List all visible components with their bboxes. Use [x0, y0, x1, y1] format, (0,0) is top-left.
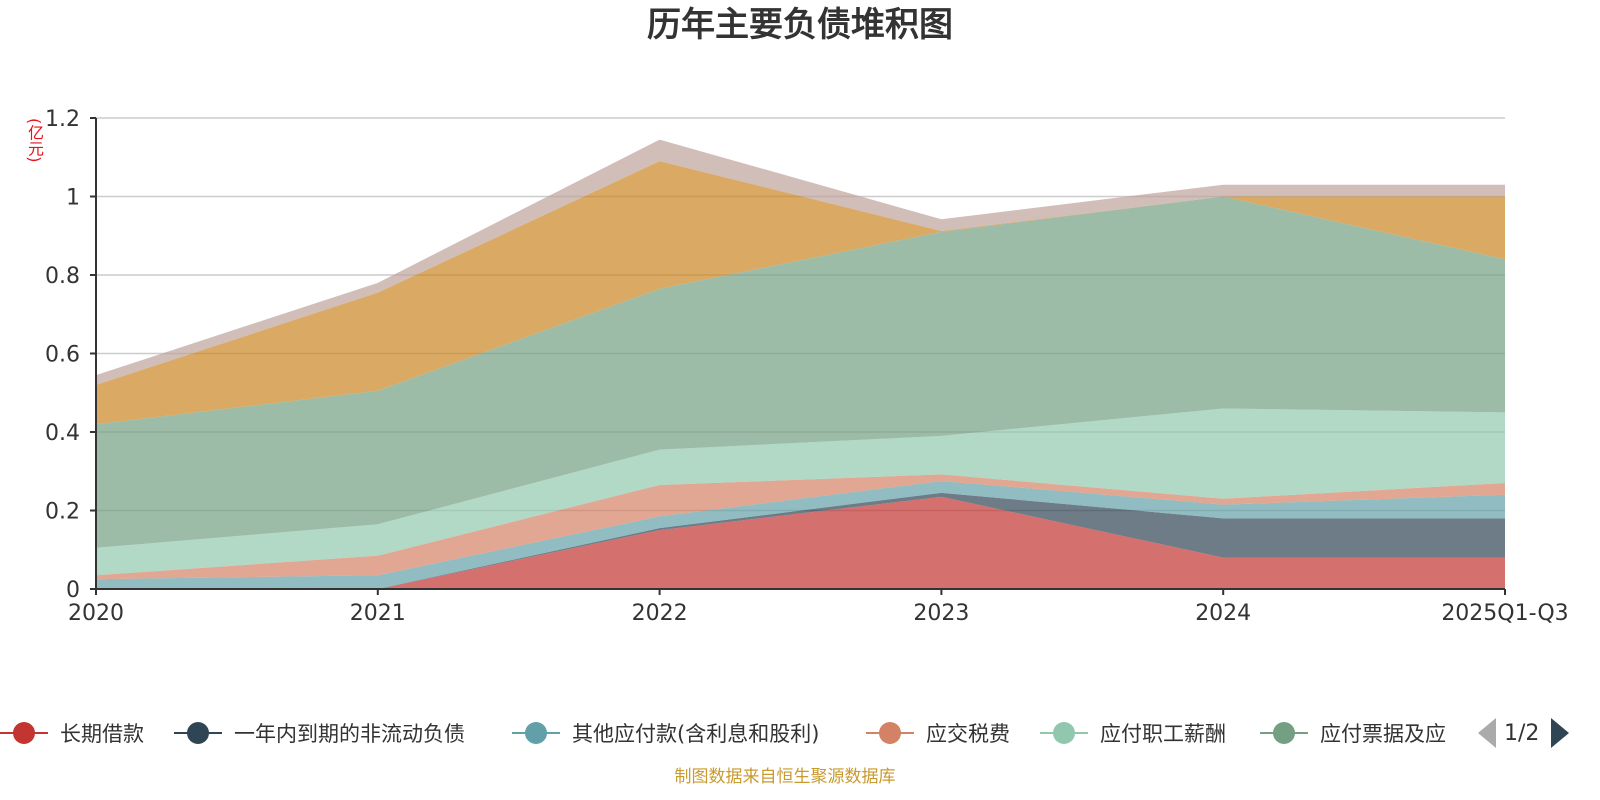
x-tick-label-4: 2024 — [1195, 601, 1251, 626]
legend-prev-page-icon[interactable] — [1478, 718, 1496, 748]
area-series-4[interactable] — [96, 408, 1505, 576]
y-axis-unit-label: (亿元) — [25, 118, 44, 163]
y-tick-label-1: 0.2 — [45, 500, 80, 525]
legend-marker-icon — [174, 718, 222, 748]
legend-label: 一年内到期的非流动负债 — [234, 722, 465, 746]
y-tick-label-3: 0.6 — [45, 343, 80, 368]
x-tick-label-2: 2022 — [632, 601, 688, 626]
area-series — [96, 139, 1505, 589]
x-tick-label-3: 2023 — [913, 601, 969, 626]
area-series-1[interactable] — [96, 492, 1505, 589]
area-series-6[interactable] — [96, 161, 1505, 425]
legend-item-0[interactable]: 长期借款 — [0, 718, 144, 748]
y-tick-label-0: 0 — [66, 578, 80, 603]
legend-marker-icon — [0, 718, 48, 748]
x-tick-label-1: 2021 — [350, 601, 406, 626]
legend-item-3[interactable]: 应交税费 — [866, 718, 1010, 748]
legend-item-5[interactable]: 应付票据及应 — [1260, 718, 1446, 748]
area-series-3[interactable] — [96, 474, 1505, 580]
legend-label: 其他应付款(含利息和股利) — [572, 722, 820, 746]
x-tick-label-5: 2025Q1-Q3 — [1441, 601, 1568, 626]
legend-marker-icon — [866, 718, 914, 748]
area-series-7[interactable] — [96, 139, 1505, 385]
chart-title: 历年主要负债堆积图 — [647, 5, 953, 45]
area-series-2[interactable] — [96, 481, 1505, 589]
legend-marker-icon — [1040, 718, 1088, 748]
legend-label: 应交税费 — [926, 722, 1010, 746]
y-tick-label-6: 1.2 — [45, 107, 80, 132]
y-tick-label-4: 0.8 — [45, 264, 80, 289]
legend-label: 长期借款 — [60, 722, 144, 746]
legend-item-1[interactable]: 一年内到期的非流动负债 — [174, 718, 465, 748]
legend-pager: 1/2 — [1478, 718, 1570, 748]
stacked-area-chart: 0 0.2 0.4 0.6 0.8 1 1.2 2020 2021 2022 2023 2024 202… — [45, 107, 1569, 626]
legend-next-page-icon[interactable] — [1551, 718, 1570, 748]
legend-marker-icon — [1260, 718, 1308, 748]
legend: 长期借款 一年内到期的非流动负债 其他应付款(含利息和股利) 应交税费 应付职工薪酬 应付… — [0, 714, 1600, 754]
data-source-note: 制图数据来自恒生聚源数据库 — [674, 767, 896, 787]
legend-page-indicator: 1/2 — [1504, 720, 1540, 746]
y-tick-label-2: 0.4 — [45, 421, 80, 446]
axes: 0 0.2 0.4 0.6 0.8 1 1.2 2020 2021 2022 2023 2024 202… — [45, 107, 1569, 626]
legend-item-2[interactable]: 其他应付款(含利息和股利) — [512, 718, 819, 748]
area-series-5[interactable] — [96, 196, 1505, 548]
legend-label: 应付票据及应 — [1320, 722, 1446, 746]
x-tick-label-0: 2020 — [68, 601, 124, 626]
legend-marker-icon — [512, 718, 560, 748]
area-series-0[interactable] — [96, 496, 1505, 589]
y-tick-label-5: 1 — [66, 186, 80, 211]
legend-item-4[interactable]: 应付职工薪酬 — [1040, 718, 1226, 748]
legend-items: 长期借款 一年内到期的非流动负债 其他应付款(含利息和股利) 应交税费 应付职工薪酬 应付… — [0, 714, 1474, 754]
legend-label: 应付职工薪酬 — [1100, 722, 1226, 746]
